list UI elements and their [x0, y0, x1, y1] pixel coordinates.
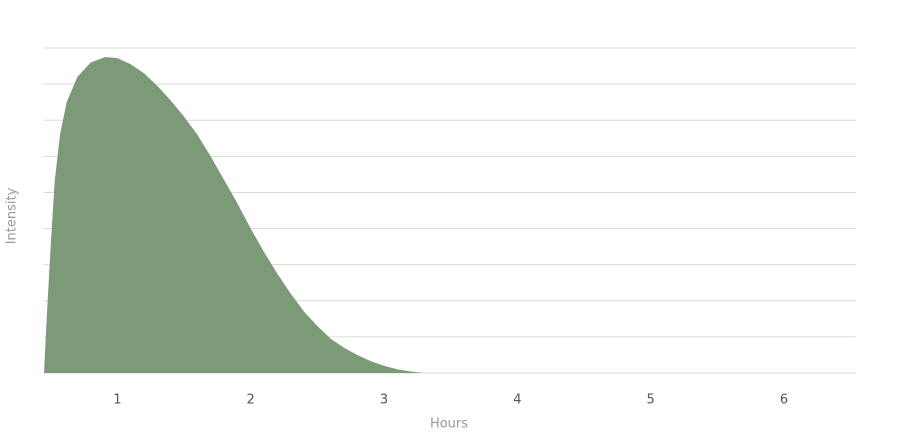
x-tick-label: 3 [380, 393, 388, 408]
area [44, 57, 424, 374]
x-tick-label: 5 [647, 393, 655, 408]
x-tick-label: 6 [780, 393, 788, 408]
x-tick-label: 2 [247, 393, 255, 408]
x-tick-label: 4 [513, 393, 521, 408]
x-tick-label: 1 [113, 393, 121, 408]
x-axis-label: Hours [430, 417, 468, 432]
y-axis-label: Intensity [5, 187, 20, 244]
